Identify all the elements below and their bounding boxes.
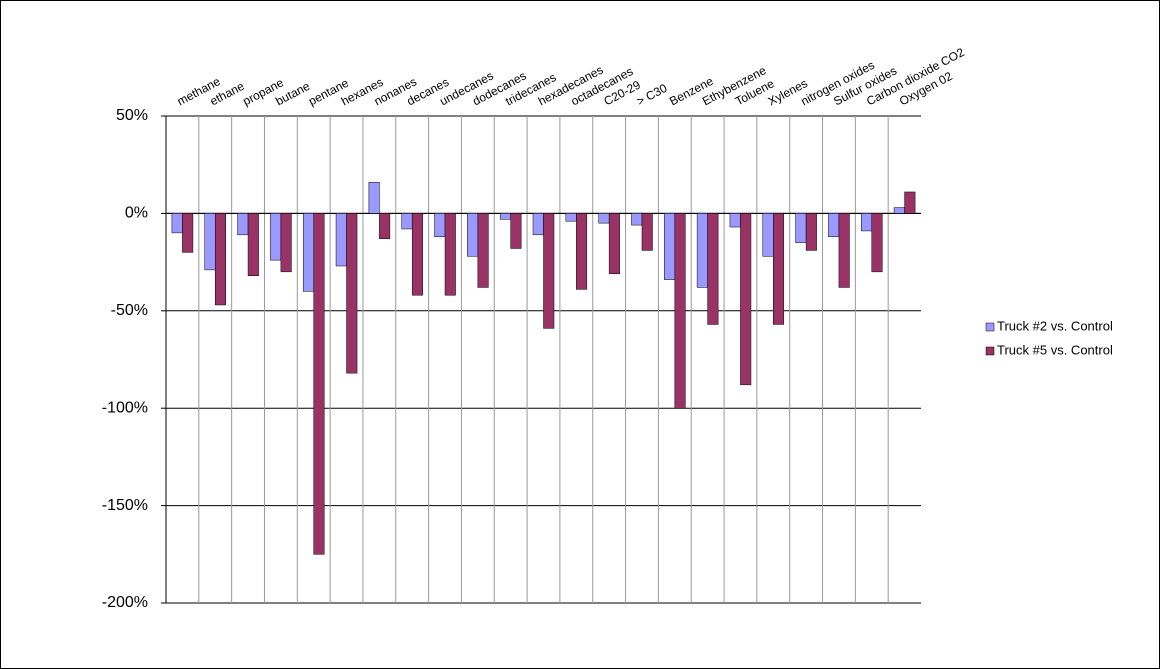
bar: [270, 213, 282, 261]
bar: [182, 213, 194, 253]
y-tick-label: 0%: [125, 205, 148, 222]
bar: [576, 213, 588, 290]
legend-label: Truck #2 vs. Control: [997, 318, 1113, 333]
bar: [214, 213, 226, 306]
bar: [740, 213, 752, 386]
bar: [543, 213, 555, 329]
bar: [499, 213, 511, 220]
bar: [204, 213, 216, 271]
bar: [795, 213, 807, 243]
bar: [368, 181, 380, 214]
bar: [773, 213, 785, 325]
bar: [346, 213, 358, 374]
bar: [237, 213, 249, 236]
bar: [893, 207, 905, 214]
bar: [762, 213, 774, 257]
legend-label: Truck #5 vs. Control: [997, 342, 1113, 357]
bar: [696, 213, 708, 288]
y-tick-label: -200%: [102, 594, 148, 611]
bar: [302, 213, 314, 292]
bar: [838, 213, 850, 288]
bar: [335, 213, 347, 267]
bar: [401, 213, 413, 230]
legend-swatch: [985, 322, 995, 332]
bar: [280, 213, 292, 273]
bar: [904, 191, 916, 214]
bar: [674, 213, 686, 409]
bar: [871, 213, 883, 273]
y-tick-label: -150%: [102, 497, 148, 514]
bar: [444, 213, 456, 296]
bar: [247, 213, 259, 276]
bar: [510, 213, 522, 249]
bar: [411, 213, 423, 296]
legend-swatch: [985, 346, 995, 356]
bar: [434, 213, 446, 238]
bar: [707, 213, 719, 325]
bar: [477, 213, 489, 288]
bar: [805, 213, 817, 251]
bar: [631, 213, 643, 226]
bar: [729, 213, 741, 228]
bar: [565, 213, 577, 222]
y-tick-label: -50%: [111, 302, 148, 319]
y-tick-label: -100%: [102, 399, 148, 416]
bar: [828, 213, 840, 238]
bar: [171, 213, 183, 234]
bar: [379, 213, 391, 239]
bar: [532, 213, 544, 236]
bar: [608, 213, 620, 275]
bar: [664, 213, 676, 280]
bar: [467, 213, 479, 257]
bar: [598, 213, 610, 224]
bar: [641, 213, 653, 251]
bar: [313, 213, 325, 555]
bar: [861, 213, 873, 232]
y-tick-label: 50%: [116, 107, 148, 124]
